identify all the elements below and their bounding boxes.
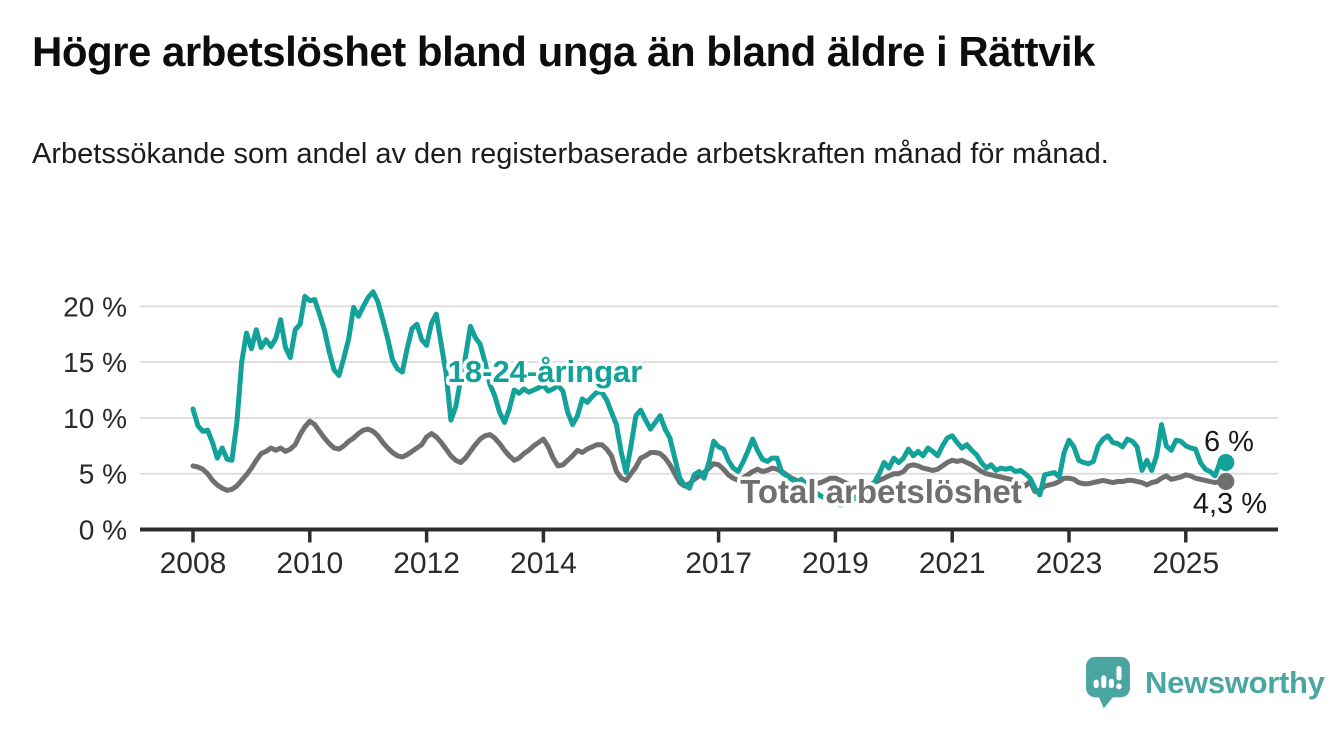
y-tick-label: 10 % (63, 403, 127, 434)
end-value-label-total-arbetsloshet: 4,3 % (1193, 488, 1267, 520)
x-tick-label: 2010 (276, 547, 343, 580)
end-value-label-18-24-aringar: 6 % (1204, 426, 1254, 458)
newsworthy-logo: Newsworthy (1084, 656, 1325, 710)
x-tick-label: 2017 (685, 547, 752, 580)
series-label-total-arbetsloshet: Total arbetslöshet (740, 473, 1022, 510)
y-tick-label: 15 % (63, 347, 127, 378)
y-tick-label: 5 % (79, 459, 127, 490)
end-dot-total-arbetsloshet (1217, 473, 1235, 491)
series-label-18-24-aringar: 18-24-åringar (448, 354, 643, 389)
newsworthy-bubble-chart-icon (1086, 656, 1130, 709)
series-line-18-24-aringar (190, 289, 1223, 508)
y-tick-label: 20 % (63, 291, 127, 322)
x-tick-label: 2023 (1036, 547, 1103, 580)
x-tick-label: 2021 (919, 547, 986, 580)
x-tick-label: 2025 (1152, 547, 1219, 580)
chart-title: Högre arbetslöshet bland unga än bland ä… (32, 28, 1095, 75)
chart-subtitle: Arbetssökande som andel av den registerb… (32, 138, 1109, 170)
x-tick-label: 2012 (393, 547, 460, 580)
y-tick-label: 0 % (79, 515, 127, 546)
x-tick-label: 2008 (160, 547, 227, 580)
x-tick-label: 2014 (510, 547, 577, 580)
newsworthy-wordmark: Newsworthy (1145, 665, 1325, 700)
end-dot-18-24-aringar (1217, 454, 1235, 472)
x-tick-label: 2019 (802, 547, 869, 580)
